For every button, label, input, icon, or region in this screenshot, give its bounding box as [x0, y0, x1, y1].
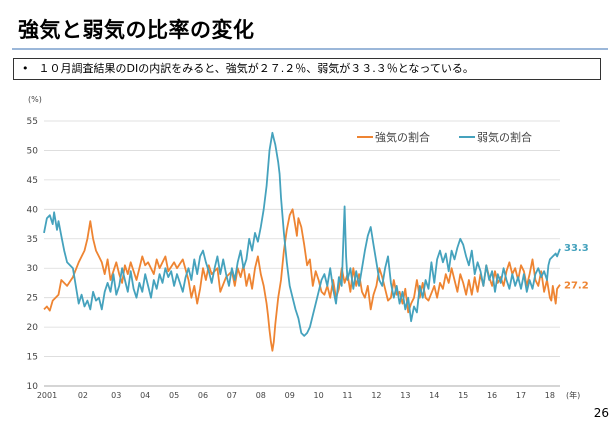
series-end-label-2: 33.3 — [564, 243, 589, 254]
page-number: 26 — [593, 406, 609, 420]
series-line-2 — [43, 131, 561, 337]
x-tick-label: 09 — [285, 391, 295, 400]
summary-text: １０月調査結果のDIの内訳をみると、強気が２７.２％、弱気が３３.３％となってい… — [38, 62, 474, 75]
x-unit-label: (年) — [566, 390, 580, 400]
x-tick-label: 08 — [256, 391, 266, 400]
x-tick-label: 16 — [487, 391, 497, 400]
y-tick-label: 45 — [27, 176, 38, 186]
x-tick-label: 05 — [169, 391, 179, 400]
page-title: 強気と弱気の比率の変化 — [18, 18, 255, 42]
y-axis: 10 15 20 25 30 35 40 45 50 55 (%) — [27, 95, 42, 392]
x-tick-label: 13 — [400, 391, 410, 400]
legend-label-2: 弱気の割合 — [477, 130, 532, 144]
x-tick-label: 07 — [227, 391, 237, 400]
x-tick-label: 10 — [314, 391, 324, 400]
x-tick-label: 15 — [458, 391, 468, 400]
y-tick-label: 30 — [27, 264, 39, 274]
y-tick-label: 55 — [27, 117, 38, 127]
end-labels: 27.2 33.3 — [564, 243, 589, 292]
x-tick-label: 02 — [78, 391, 88, 400]
x-tick-label: 17 — [516, 391, 526, 400]
title-divider — [12, 48, 608, 50]
y-tick-label: 35 — [27, 235, 38, 245]
x-tick-label: 04 — [140, 391, 150, 400]
chart-grid — [44, 120, 560, 387]
y-unit-label: (%) — [28, 95, 42, 104]
y-tick-label: 50 — [27, 146, 39, 156]
x-tick-label: 18 — [545, 391, 555, 400]
x-axis: 2001 02 03 04 05 06 07 08 09 10 11 12 13 14 15 16 17 18 (年… — [37, 385, 580, 400]
summary-box: • １０月調査結果のDIの内訳をみると、強気が２７.２％、弱気が３３.３％となって… — [13, 58, 601, 80]
y-tick-label: 40 — [27, 205, 39, 215]
x-tick-label: 03 — [111, 391, 121, 400]
x-tick-label: 12 — [371, 391, 381, 400]
y-tick-label: 15 — [27, 353, 38, 363]
chart-series — [43, 131, 561, 352]
x-tick-label: 2001 — [37, 391, 57, 400]
y-tick-label: 20 — [27, 323, 39, 333]
x-tick-label: 14 — [429, 391, 439, 400]
series-end-label-1: 27.2 — [564, 281, 589, 292]
y-tick-label: 25 — [27, 294, 38, 304]
bullet-icon: • — [22, 62, 29, 75]
x-tick-label: 06 — [198, 391, 208, 400]
y-tick-label: 10 — [27, 382, 39, 392]
legend-label-1: 強気の割合 — [375, 130, 430, 144]
chart-legend: 強気の割合 弱気の割合 — [357, 130, 532, 144]
x-tick-label: 11 — [342, 391, 352, 400]
